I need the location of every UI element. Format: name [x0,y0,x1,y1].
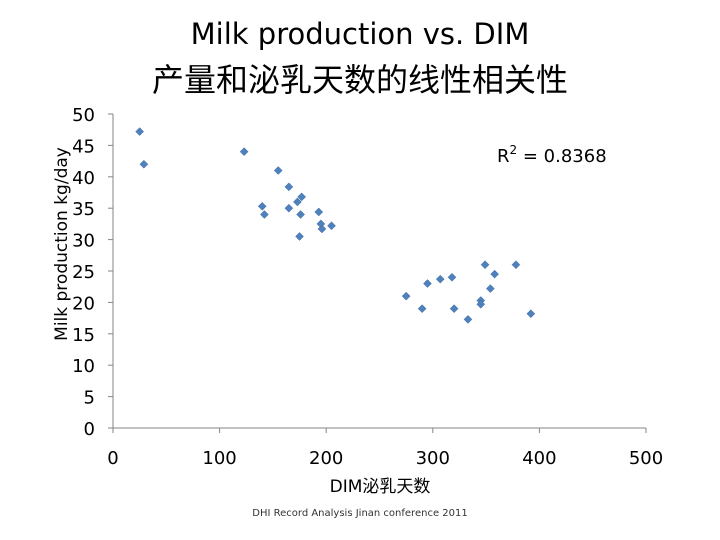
y-tick-label: 10 [72,356,95,377]
data-point [447,272,457,282]
data-point [314,207,324,217]
data-point [401,291,411,301]
y-tick-label: 50 [72,105,95,126]
data-point [449,304,459,314]
y-tick-label: 0 [84,419,95,440]
footer-note: DHI Record Analysis Jinan conference 201… [252,508,468,519]
data-point [293,197,302,207]
y-tick-label: 5 [84,388,95,409]
y-tick-label: 30 [72,231,95,252]
y-tick-label: 45 [72,136,95,157]
data-point [490,269,499,279]
y-tick-label: 15 [72,325,95,346]
data-point [284,203,294,213]
x-tick-label: 200 [309,448,343,469]
data-point [284,182,294,192]
data-point [139,159,149,169]
data-point [296,210,305,219]
axes [108,113,647,433]
data-point [239,147,249,157]
data-point [295,232,304,241]
chart-subtitle: 产量和泌乳天数的线性相关性 [151,61,568,99]
r-squared-sup: 2 [510,143,518,157]
y-tick-label: 40 [72,168,95,189]
data-point [480,260,490,270]
x-axis-label: DIM泌乳天数 [330,477,431,497]
data-point [317,224,327,234]
r-squared-annotation: R2 = 0.8368 [497,143,607,167]
x-tick-label: 400 [522,448,556,469]
y-tick-label: 20 [72,293,95,314]
data-point [486,284,495,293]
x-tick-label: 100 [202,448,236,469]
data-point [423,279,432,288]
data-point [327,221,336,231]
data-point [435,274,445,284]
data-point [476,299,486,309]
data-point [511,260,521,270]
y-tick-label: 35 [72,199,95,220]
data-point [526,309,536,319]
data-point [417,304,427,314]
r-squared-label: R [497,146,510,167]
x-tick-label: 300 [416,448,450,469]
data-point [297,192,307,202]
x-tick-label: 500 [629,448,663,469]
data-point [135,127,145,136]
chart-title: Milk production vs. DIM [190,17,530,51]
y-tick-label: 25 [72,262,95,283]
data-point [260,210,269,219]
data-points [135,127,536,324]
data-point [273,166,283,175]
data-point [463,315,473,324]
data-point [257,201,267,211]
r-squared-value: = 0.8368 [517,146,607,167]
y-axis-label: Milk production kg/day [52,147,72,341]
x-tick-label: 0 [107,448,118,469]
